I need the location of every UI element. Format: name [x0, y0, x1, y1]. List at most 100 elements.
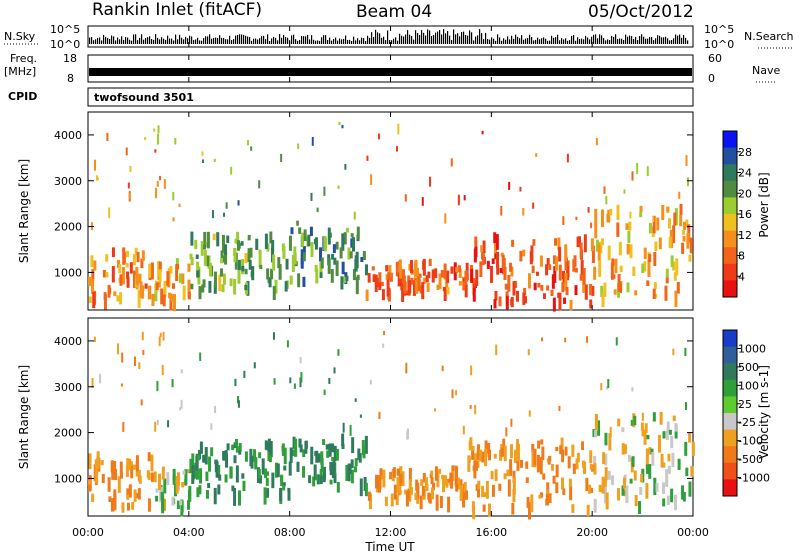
echo-cell [269, 440, 273, 458]
nsky-bar [563, 39, 565, 44]
echo-cell [604, 453, 608, 466]
echo-cell [419, 285, 423, 294]
echo-cell [490, 265, 494, 283]
echo-cell [396, 468, 400, 476]
nsky-bar [125, 37, 127, 44]
echo-cell [377, 133, 380, 140]
echo-cell [335, 448, 339, 461]
nsky-bar [439, 30, 441, 44]
nsky-bar [263, 35, 265, 44]
nsky-bar [379, 33, 381, 44]
echo-cell [121, 267, 125, 285]
echo-cell [541, 446, 545, 460]
echo-cell [559, 445, 563, 455]
echo-cell [463, 195, 466, 201]
nsky-bar [349, 39, 351, 44]
nsky-bar [397, 40, 399, 44]
echo-cell [537, 463, 541, 471]
echo-cell [419, 495, 423, 510]
echo-cell [668, 429, 672, 435]
echo-cell [234, 238, 238, 244]
echo-cell [319, 468, 323, 480]
echo-cell [150, 455, 154, 472]
echo-cell [434, 466, 438, 481]
echo-cell [108, 496, 112, 502]
echo-cell [486, 260, 490, 269]
nsky-bar [655, 38, 657, 44]
echo-cell [665, 469, 669, 487]
echo-cell [464, 275, 468, 286]
echo-cell [160, 288, 164, 305]
echo-cell [302, 252, 306, 262]
echo-cell [594, 430, 598, 438]
echo-cell [125, 465, 129, 478]
echo-cell [175, 476, 179, 494]
echo-cell [393, 484, 397, 500]
echo-cell [303, 229, 307, 242]
echo-cell [617, 418, 621, 427]
echo-cell [674, 423, 678, 432]
echo-cell [134, 356, 137, 367]
echo-cell [655, 482, 659, 492]
nsky-bar [315, 40, 317, 44]
echo-cell [579, 274, 583, 281]
echo-cell [155, 187, 158, 199]
echo-cell [253, 449, 257, 462]
echo-cell [310, 242, 314, 258]
echo-cell [276, 463, 280, 478]
echo-cell [443, 475, 447, 486]
colorbar-frame [722, 329, 738, 497]
echo-cell [586, 336, 589, 343]
nsky-bar [331, 40, 333, 44]
nsky-bar [443, 29, 445, 44]
echo-cell [107, 477, 111, 492]
echo-cell [180, 500, 184, 513]
echo-cell [126, 276, 130, 288]
colorbar-tick-label: 1000 [738, 342, 766, 355]
nsky-bar [207, 36, 209, 44]
echo-cell [110, 498, 114, 512]
nsky-label: N.Sky [4, 30, 36, 43]
echo-cell [498, 483, 502, 491]
echo-cell [333, 473, 337, 484]
echo-cell [301, 232, 305, 247]
echo-cell [194, 462, 198, 479]
echo-cell [593, 498, 597, 513]
echo-cell [648, 464, 652, 479]
echo-cell [479, 261, 483, 278]
echo-cell [194, 239, 198, 250]
echo-cell [403, 281, 407, 294]
echo-cell [405, 362, 408, 374]
nsky-tick-bottom: 10^0 [50, 38, 80, 51]
nsky-bar [345, 35, 347, 44]
echo-cell [457, 194, 460, 206]
nsky-bar [325, 35, 327, 44]
echo-cell [357, 448, 361, 461]
echo-cell [464, 284, 468, 298]
echo-cell [631, 387, 634, 392]
colorbar-tick-label: 20 [738, 187, 752, 200]
echo-cell [389, 272, 393, 282]
echo-cell [289, 377, 292, 384]
echo-cell [203, 250, 207, 266]
echo-cell [198, 286, 202, 300]
echo-cell [338, 121, 341, 126]
nsky-bar [307, 34, 309, 44]
echo-cell [618, 241, 622, 256]
echo-cell [335, 241, 339, 250]
nsky-bar [497, 34, 499, 44]
echo-cell [214, 405, 217, 414]
echo-cell [331, 443, 335, 453]
echo-cell [564, 337, 567, 343]
echo-cell [238, 443, 242, 452]
echo-cell [529, 251, 533, 265]
nsky-bar [303, 36, 305, 44]
echo-cell [410, 277, 414, 285]
echo-cell [564, 272, 568, 291]
nsky-bar [641, 34, 643, 44]
nsky-bar [97, 37, 99, 44]
echo-cell [633, 470, 637, 481]
echo-cell [510, 418, 513, 427]
echo-cell [126, 250, 130, 258]
echo-cell [237, 259, 241, 271]
